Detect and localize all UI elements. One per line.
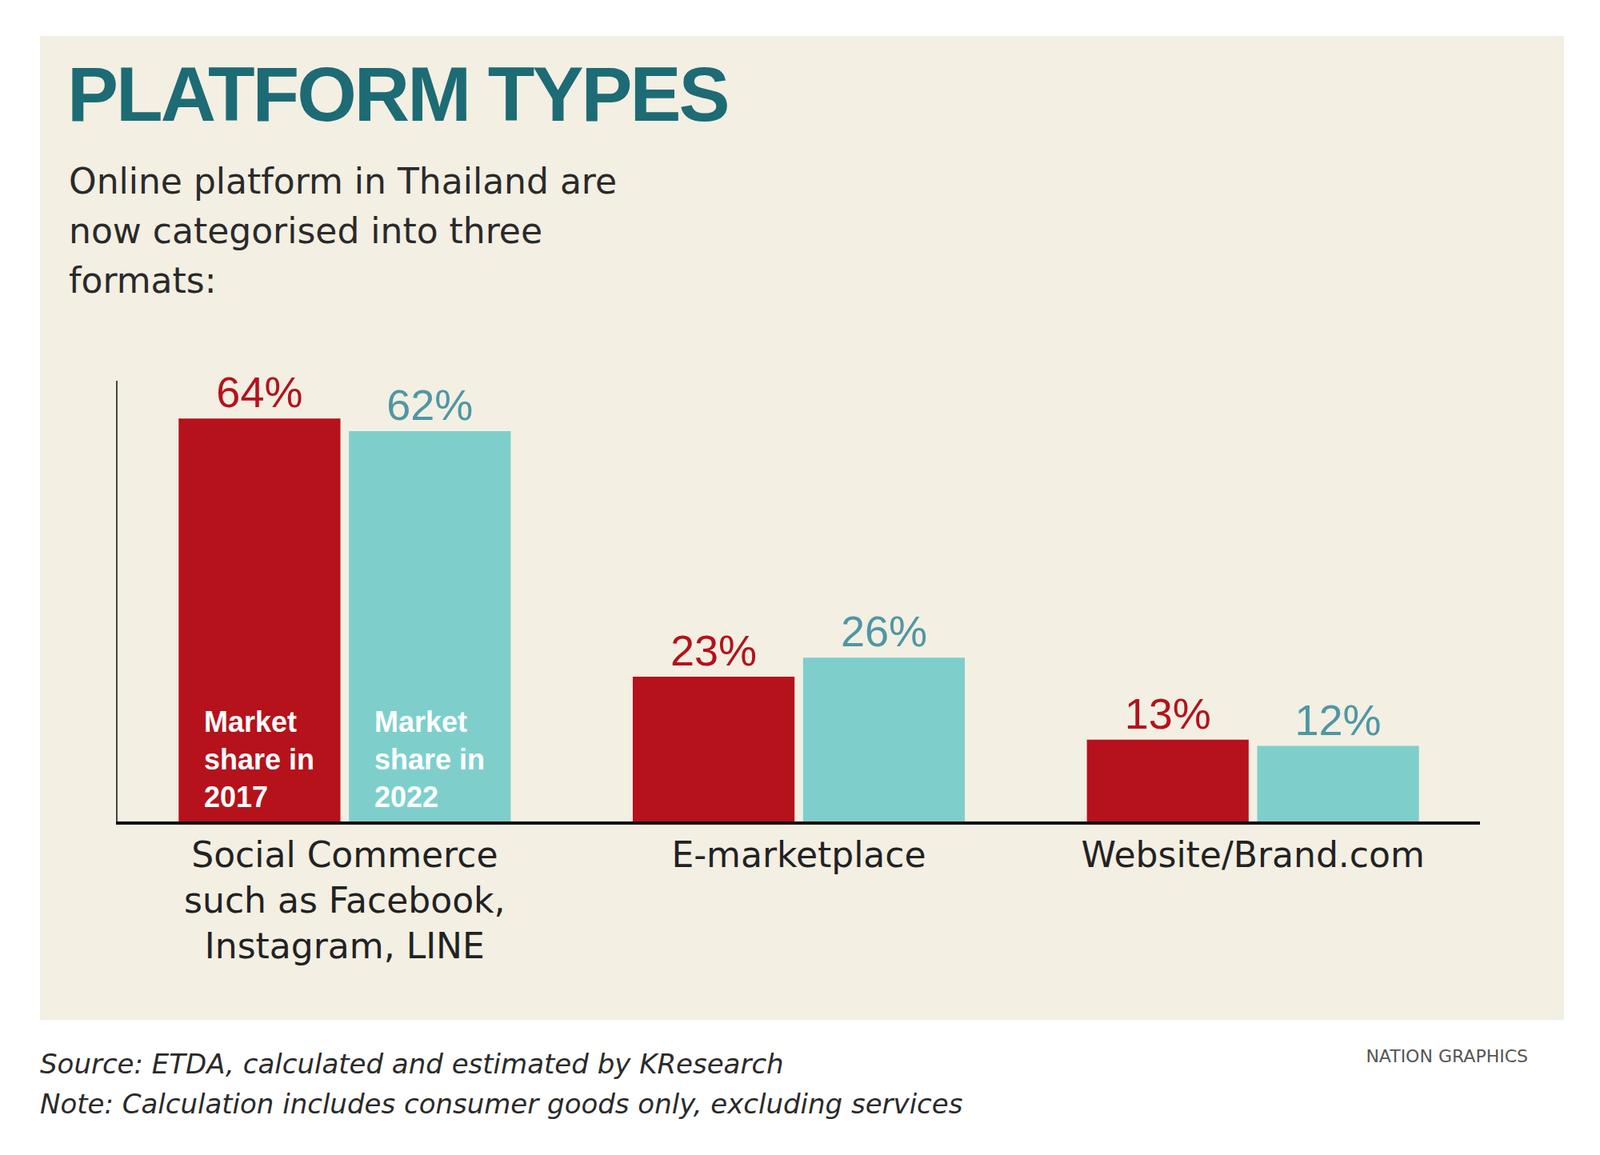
html-text:PLATFORM TYPES: PLATFORM TYPES <box>67 51 728 137</box>
svg-text:64%: 64% <box>216 368 303 416</box>
svg-text:26%: 26% <box>840 607 928 656</box>
html-text:NATION GRAPHICS: NATION GRAPHICS <box>1365 1046 1528 1067</box>
svg-text:Website/Brand.com: Website/Brand.com <box>1081 834 1425 876</box>
svg-text:Social Commercesuch as Faceboo: Social Commercesuch as Facebook,Instagra… <box>184 834 505 967</box>
svg-text:12%: 12% <box>1295 696 1382 744</box>
svg-text:13%: 13% <box>1124 689 1212 738</box>
html-text:Note: Calculation includes con: Note: Calculation includes consumer good… <box>40 1088 963 1120</box>
svg-text:E-marketplace: E-marketplace <box>671 834 926 876</box>
html-text:Online platform in Thailand ar: Online platform in Thailand are now cate… <box>68 160 617 301</box>
svg-text:Marketshare in2022: Marketshare in2022 <box>374 705 485 814</box>
html-text:Source: ETDA, calculated and e: Source: ETDA, calculated and estimated b… <box>40 1048 784 1080</box>
svg-text:Marketshare in2017: Marketshare in2017 <box>204 705 315 814</box>
svg-text:23%: 23% <box>670 626 757 675</box>
svg-text:62%: 62% <box>386 380 473 429</box>
